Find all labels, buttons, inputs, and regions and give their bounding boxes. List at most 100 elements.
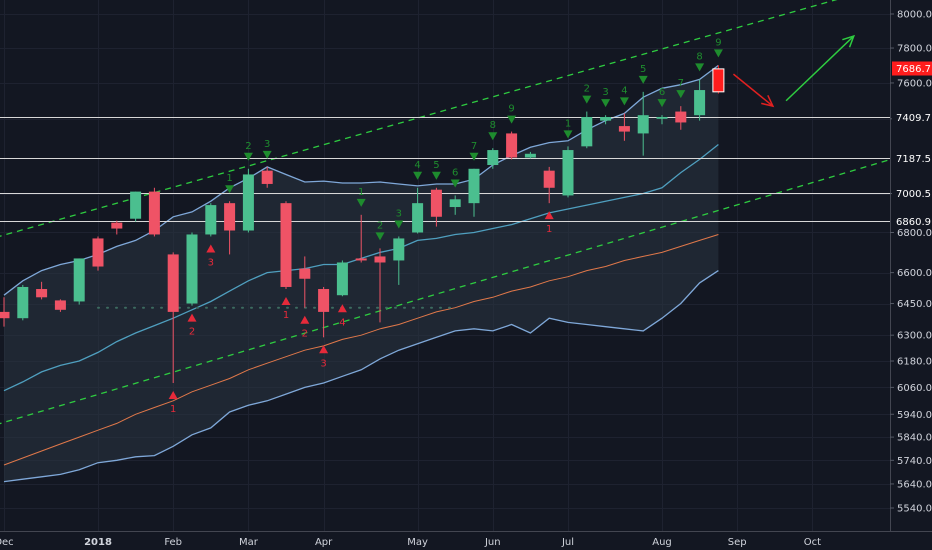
- arrow-head: [842, 34, 856, 48]
- candle[interactable]: [656, 115, 668, 125]
- candle-body: [600, 116, 612, 121]
- candle-body: [506, 133, 518, 158]
- level-label-background: [892, 214, 932, 229]
- candle[interactable]: [694, 79, 706, 121]
- candle-body: [130, 191, 142, 219]
- candle[interactable]: [17, 284, 29, 321]
- candle[interactable]: [468, 168, 480, 217]
- sell-signal-count: 5: [433, 160, 439, 171]
- candle-body: [261, 170, 273, 184]
- sell-signal-count: 4: [414, 160, 420, 171]
- candle[interactable]: [675, 106, 687, 130]
- buy-signal-triangle: [337, 304, 347, 313]
- candle[interactable]: [205, 203, 217, 237]
- price-tick-label: 6800.0: [897, 228, 932, 239]
- candle[interactable]: [54, 299, 66, 312]
- candle[interactable]: [600, 115, 612, 125]
- candle[interactable]: [36, 281, 48, 300]
- channel-lines: [0, 0, 898, 425]
- candle[interactable]: [543, 166, 555, 204]
- candle-body: [543, 170, 555, 188]
- candle[interactable]: [487, 148, 499, 169]
- candle[interactable]: [618, 113, 630, 141]
- level-label-background: [892, 61, 932, 76]
- candle-body: [712, 68, 725, 93]
- candle-body: [299, 268, 311, 279]
- sell-signal-triangle: [582, 95, 592, 104]
- candle[interactable]: [318, 286, 330, 338]
- sell-signal-count: 7: [678, 78, 684, 89]
- candle[interactable]: [393, 236, 405, 285]
- candle[interactable]: [355, 214, 367, 263]
- level-label: 6860.9: [896, 217, 931, 228]
- candle[interactable]: [524, 151, 536, 159]
- candle[interactable]: [412, 187, 424, 234]
- price-tick-label: 6600.0: [897, 268, 932, 279]
- candle-body: [224, 203, 236, 231]
- candle[interactable]: [130, 191, 142, 222]
- sell-signal-count: 1: [226, 173, 232, 184]
- candle[interactable]: [374, 248, 386, 323]
- sell-signal-count: 3: [396, 208, 402, 219]
- sell-signal-count: 9: [508, 104, 514, 115]
- candle-body: [675, 111, 687, 123]
- sell-signal-count: 8: [696, 51, 702, 62]
- time-tick-label: Oct: [804, 537, 821, 548]
- candle[interactable]: [581, 111, 593, 149]
- sell-signal-count: 2: [584, 84, 590, 95]
- level-label-background: [892, 151, 932, 166]
- buy-signal-count: 4: [339, 317, 345, 328]
- candle[interactable]: [562, 146, 574, 198]
- candle[interactable]: [449, 195, 461, 215]
- sell-signal-count: 6: [659, 87, 665, 98]
- buy-signal-count: 1: [283, 310, 289, 321]
- candle[interactable]: [299, 256, 311, 308]
- candle-body: [186, 234, 198, 304]
- candle[interactable]: [92, 236, 104, 271]
- candle[interactable]: [336, 260, 348, 297]
- arrow-head: [761, 94, 775, 108]
- price-tick-label: 6060.0: [897, 383, 932, 394]
- candle[interactable]: [430, 187, 442, 227]
- level-label: 7409.7: [896, 113, 931, 124]
- sell-signal-triangle: [676, 90, 686, 99]
- level-label: 7686.7: [896, 64, 931, 75]
- candle-body: [280, 203, 292, 287]
- candle[interactable]: [167, 252, 179, 383]
- candles[interactable]: [0, 65, 725, 383]
- candle[interactable]: [186, 232, 198, 306]
- candle[interactable]: [506, 131, 518, 160]
- sell-signal-count: 5: [640, 64, 646, 75]
- sell-signal-count: 3: [602, 87, 608, 98]
- lower-channel-line: [0, 156, 898, 425]
- horizontal-levels[interactable]: [0, 117, 890, 309]
- candle[interactable]: [224, 201, 236, 255]
- candle[interactable]: [712, 65, 725, 94]
- level-label-background: [892, 110, 932, 125]
- buy-signal-triangle: [281, 297, 291, 306]
- candle[interactable]: [73, 258, 85, 305]
- candle[interactable]: [0, 297, 10, 327]
- sell-signal-count: 2: [245, 141, 251, 152]
- sell-signal-triangle: [450, 179, 460, 188]
- price-axis-panel[interactable]: [890, 0, 932, 550]
- price-tick-label: 6450.0: [897, 299, 932, 310]
- candle-body: [242, 174, 254, 231]
- candle-body: [562, 150, 574, 196]
- candle-body: [468, 168, 480, 204]
- buy-signal-triangle: [168, 390, 178, 399]
- candle[interactable]: [261, 166, 273, 188]
- candle-body: [374, 256, 386, 263]
- candle[interactable]: [280, 201, 292, 290]
- candle[interactable]: [637, 91, 649, 156]
- candle-body: [449, 199, 461, 208]
- sell-signal-triangle: [413, 171, 423, 180]
- candle[interactable]: [242, 168, 254, 233]
- buy-signal-count: 1: [170, 404, 176, 415]
- candle-body: [581, 116, 593, 147]
- candle[interactable]: [148, 187, 160, 237]
- candle[interactable]: [111, 220, 123, 235]
- buy-signal-count: 2: [189, 327, 195, 338]
- sell-signal-triangle: [619, 97, 629, 106]
